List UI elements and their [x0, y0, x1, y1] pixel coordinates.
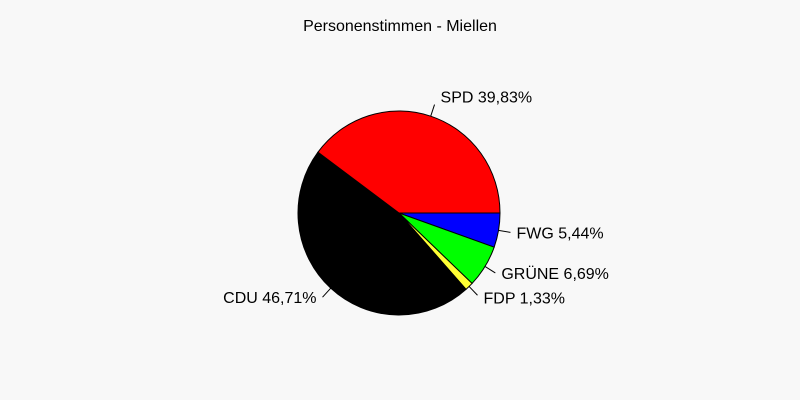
leader-line-cdu — [322, 287, 332, 298]
slice-label-gr-ne: GRÜNE 6,69% — [501, 265, 609, 283]
leader-line-spd — [430, 104, 436, 117]
slice-label-cdu: CDU 46,71% — [223, 290, 316, 307]
pie-slice-spd — [317, 110, 501, 214]
chart-title: Personenstimmen - Miellen — [303, 18, 497, 35]
leader-line-fdp — [468, 286, 478, 296]
leader-line-fwg — [498, 229, 511, 233]
slice-label-fdp: FDP 1,33% — [483, 290, 565, 307]
slice-label-spd: SPD 39,83% — [441, 90, 533, 107]
slice-label-fwg: FWG 5,44% — [516, 225, 603, 242]
leader-line-gr-ne — [484, 266, 496, 274]
